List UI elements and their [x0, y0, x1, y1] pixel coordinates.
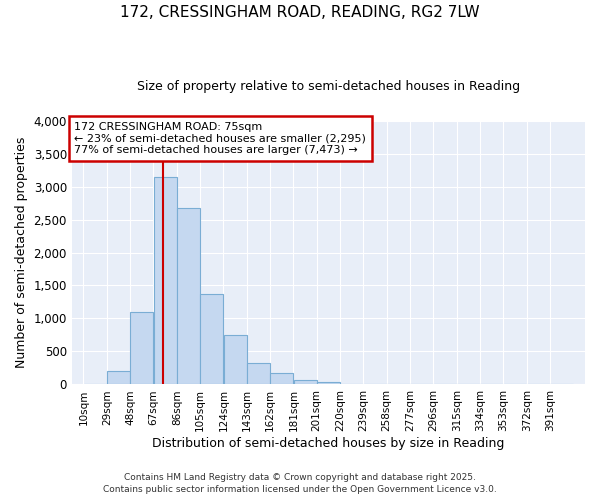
Bar: [293, 380, 317, 384]
Text: Contains HM Land Registry data © Crown copyright and database right 2025.
Contai: Contains HM Land Registry data © Crown c…: [103, 472, 497, 494]
Y-axis label: Number of semi-detached properties: Number of semi-detached properties: [15, 137, 28, 368]
Bar: [154, 176, 176, 384]
Bar: [200, 294, 223, 384]
X-axis label: Distribution of semi-detached houses by size in Reading: Distribution of semi-detached houses by …: [152, 437, 505, 450]
Bar: [317, 382, 340, 384]
Bar: [270, 372, 293, 384]
Bar: [177, 208, 200, 384]
Text: 172, CRESSINGHAM ROAD, READING, RG2 7LW: 172, CRESSINGHAM ROAD, READING, RG2 7LW: [120, 5, 480, 20]
Bar: [247, 364, 270, 384]
Bar: [130, 312, 153, 384]
Bar: [224, 335, 247, 384]
Title: Size of property relative to semi-detached houses in Reading: Size of property relative to semi-detach…: [137, 80, 520, 93]
Text: 172 CRESSINGHAM ROAD: 75sqm
← 23% of semi-detached houses are smaller (2,295)
77: 172 CRESSINGHAM ROAD: 75sqm ← 23% of sem…: [74, 122, 366, 155]
Bar: [107, 372, 130, 384]
